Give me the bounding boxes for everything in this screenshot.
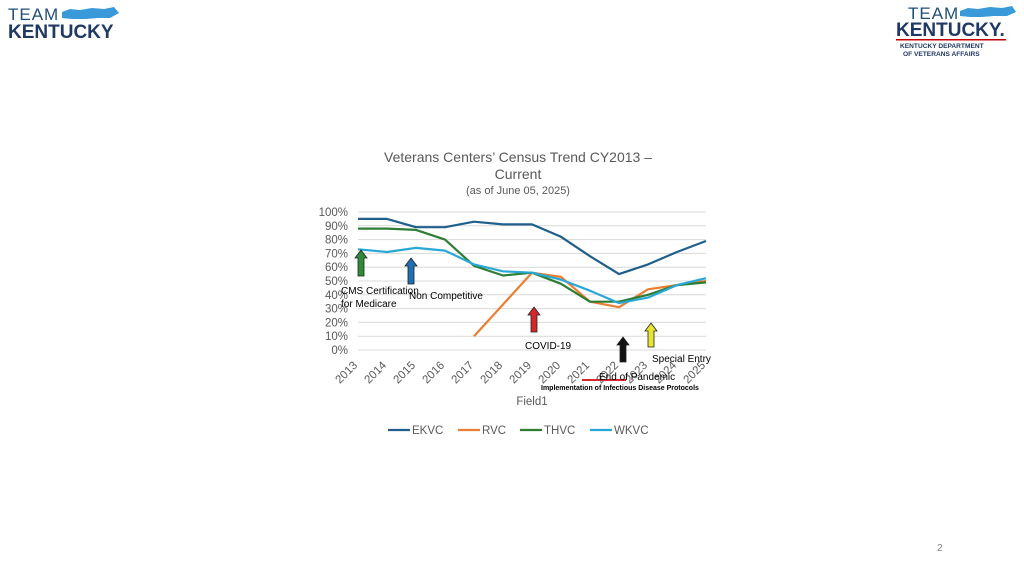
- logo-left-team-text: TEAM: [8, 5, 59, 24]
- legend-label-thvc: THVC: [544, 425, 575, 437]
- annotation-covid-19: COVID-19: [525, 341, 572, 352]
- y-tick-label: 80%: [325, 235, 348, 247]
- x-tick-label: 2014: [363, 359, 390, 386]
- team-kentucky-logo-left: TEAM KENTUCKY: [8, 5, 119, 40]
- legend-label-rvc: RVC: [482, 425, 506, 437]
- chart-title-line2: Current: [495, 166, 542, 182]
- x-tick-label: 2021: [566, 360, 593, 387]
- annotation-end-of-pandemic: End of Pandemic: [599, 372, 675, 383]
- cms-certification-arrow-icon: [354, 249, 368, 277]
- series-line-rvc: [473, 271, 707, 337]
- x-tick-label: 2013: [334, 360, 361, 387]
- chart-title-line1: Veterans Centers’ Census Trend CY2013 –: [384, 149, 652, 165]
- logo-right-va-text: OF VETERANS AFFAIRS: [903, 51, 980, 58]
- x-tick-label: 2016: [421, 360, 448, 387]
- y-tick-label: 50%: [325, 276, 348, 288]
- logo-right-team-text: TEAM: [908, 4, 959, 23]
- x-tick-label: 2018: [479, 360, 506, 387]
- page-number: 2: [937, 543, 943, 554]
- y-tick-label: 30%: [325, 304, 348, 316]
- annotation-non-competitive: Non Competitive: [409, 291, 483, 302]
- y-tick-label: 60%: [325, 262, 348, 274]
- y-tick-label: 100%: [319, 207, 348, 219]
- non-competitive-arrow-icon: [404, 257, 418, 285]
- y-tick-label: 40%: [325, 290, 348, 302]
- annotation-for-medicare: for Medicare: [341, 299, 397, 310]
- logo-left-kentucky-text: KENTUCKY: [8, 22, 114, 40]
- chart-series: [357, 217, 707, 337]
- y-tick-label: 20%: [325, 317, 348, 329]
- team-kentucky-logo-right: TEAM KENTUCKY. KENTUCKY DEPARTMENT OF VE…: [896, 4, 1016, 58]
- y-tick-label: 70%: [325, 248, 348, 260]
- y-tick-label: 10%: [325, 331, 348, 343]
- y-tick-label: 0%: [331, 345, 348, 357]
- chart-legend: EKVC RVC THVC WKVC: [388, 425, 649, 437]
- annotation-infectious-disease-protocols: Implementation of Infectious Disease Pro…: [541, 385, 699, 392]
- annotation-special-entry: Special Entry: [652, 354, 711, 365]
- kentucky-state-icon: [62, 7, 119, 19]
- x-axis-label: Field1: [516, 396, 547, 408]
- kentucky-state-icon: [960, 6, 1016, 17]
- legend-label-wkvc: WKVC: [614, 425, 649, 437]
- special-entry-arrow-icon: [644, 322, 658, 348]
- series-line-wkvc: [357, 246, 707, 305]
- x-tick-label: 2015: [392, 360, 419, 387]
- x-tick-label: 2019: [508, 360, 535, 387]
- legend-label-ekvc: EKVC: [412, 425, 443, 437]
- y-tick-label: 90%: [325, 221, 348, 233]
- covid-19-arrow-icon: [527, 306, 541, 333]
- chart-subtitle: (as of June 05, 2025): [466, 185, 570, 197]
- logo-right-kentucky-text: KENTUCKY.: [896, 20, 1005, 41]
- annotation-cms-certification: CMS Certification: [341, 286, 419, 297]
- end-of-pandemic-arrow-icon: [616, 336, 630, 363]
- x-tick-label: 2020: [537, 360, 564, 387]
- logo-right-dept-text: KENTUCKY DEPARTMENT: [900, 43, 984, 50]
- logo-divider: [896, 39, 1006, 41]
- x-tick-label: 2017: [450, 360, 477, 387]
- chart-annotations: CMS Certification for Medicare Non Competi…: [341, 249, 711, 392]
- y-axis-ticks: 0% 10% 20%30% 40% 50% 60% 70%80% 90% 100%: [319, 207, 348, 357]
- series-line-ekvc: [358, 217, 707, 276]
